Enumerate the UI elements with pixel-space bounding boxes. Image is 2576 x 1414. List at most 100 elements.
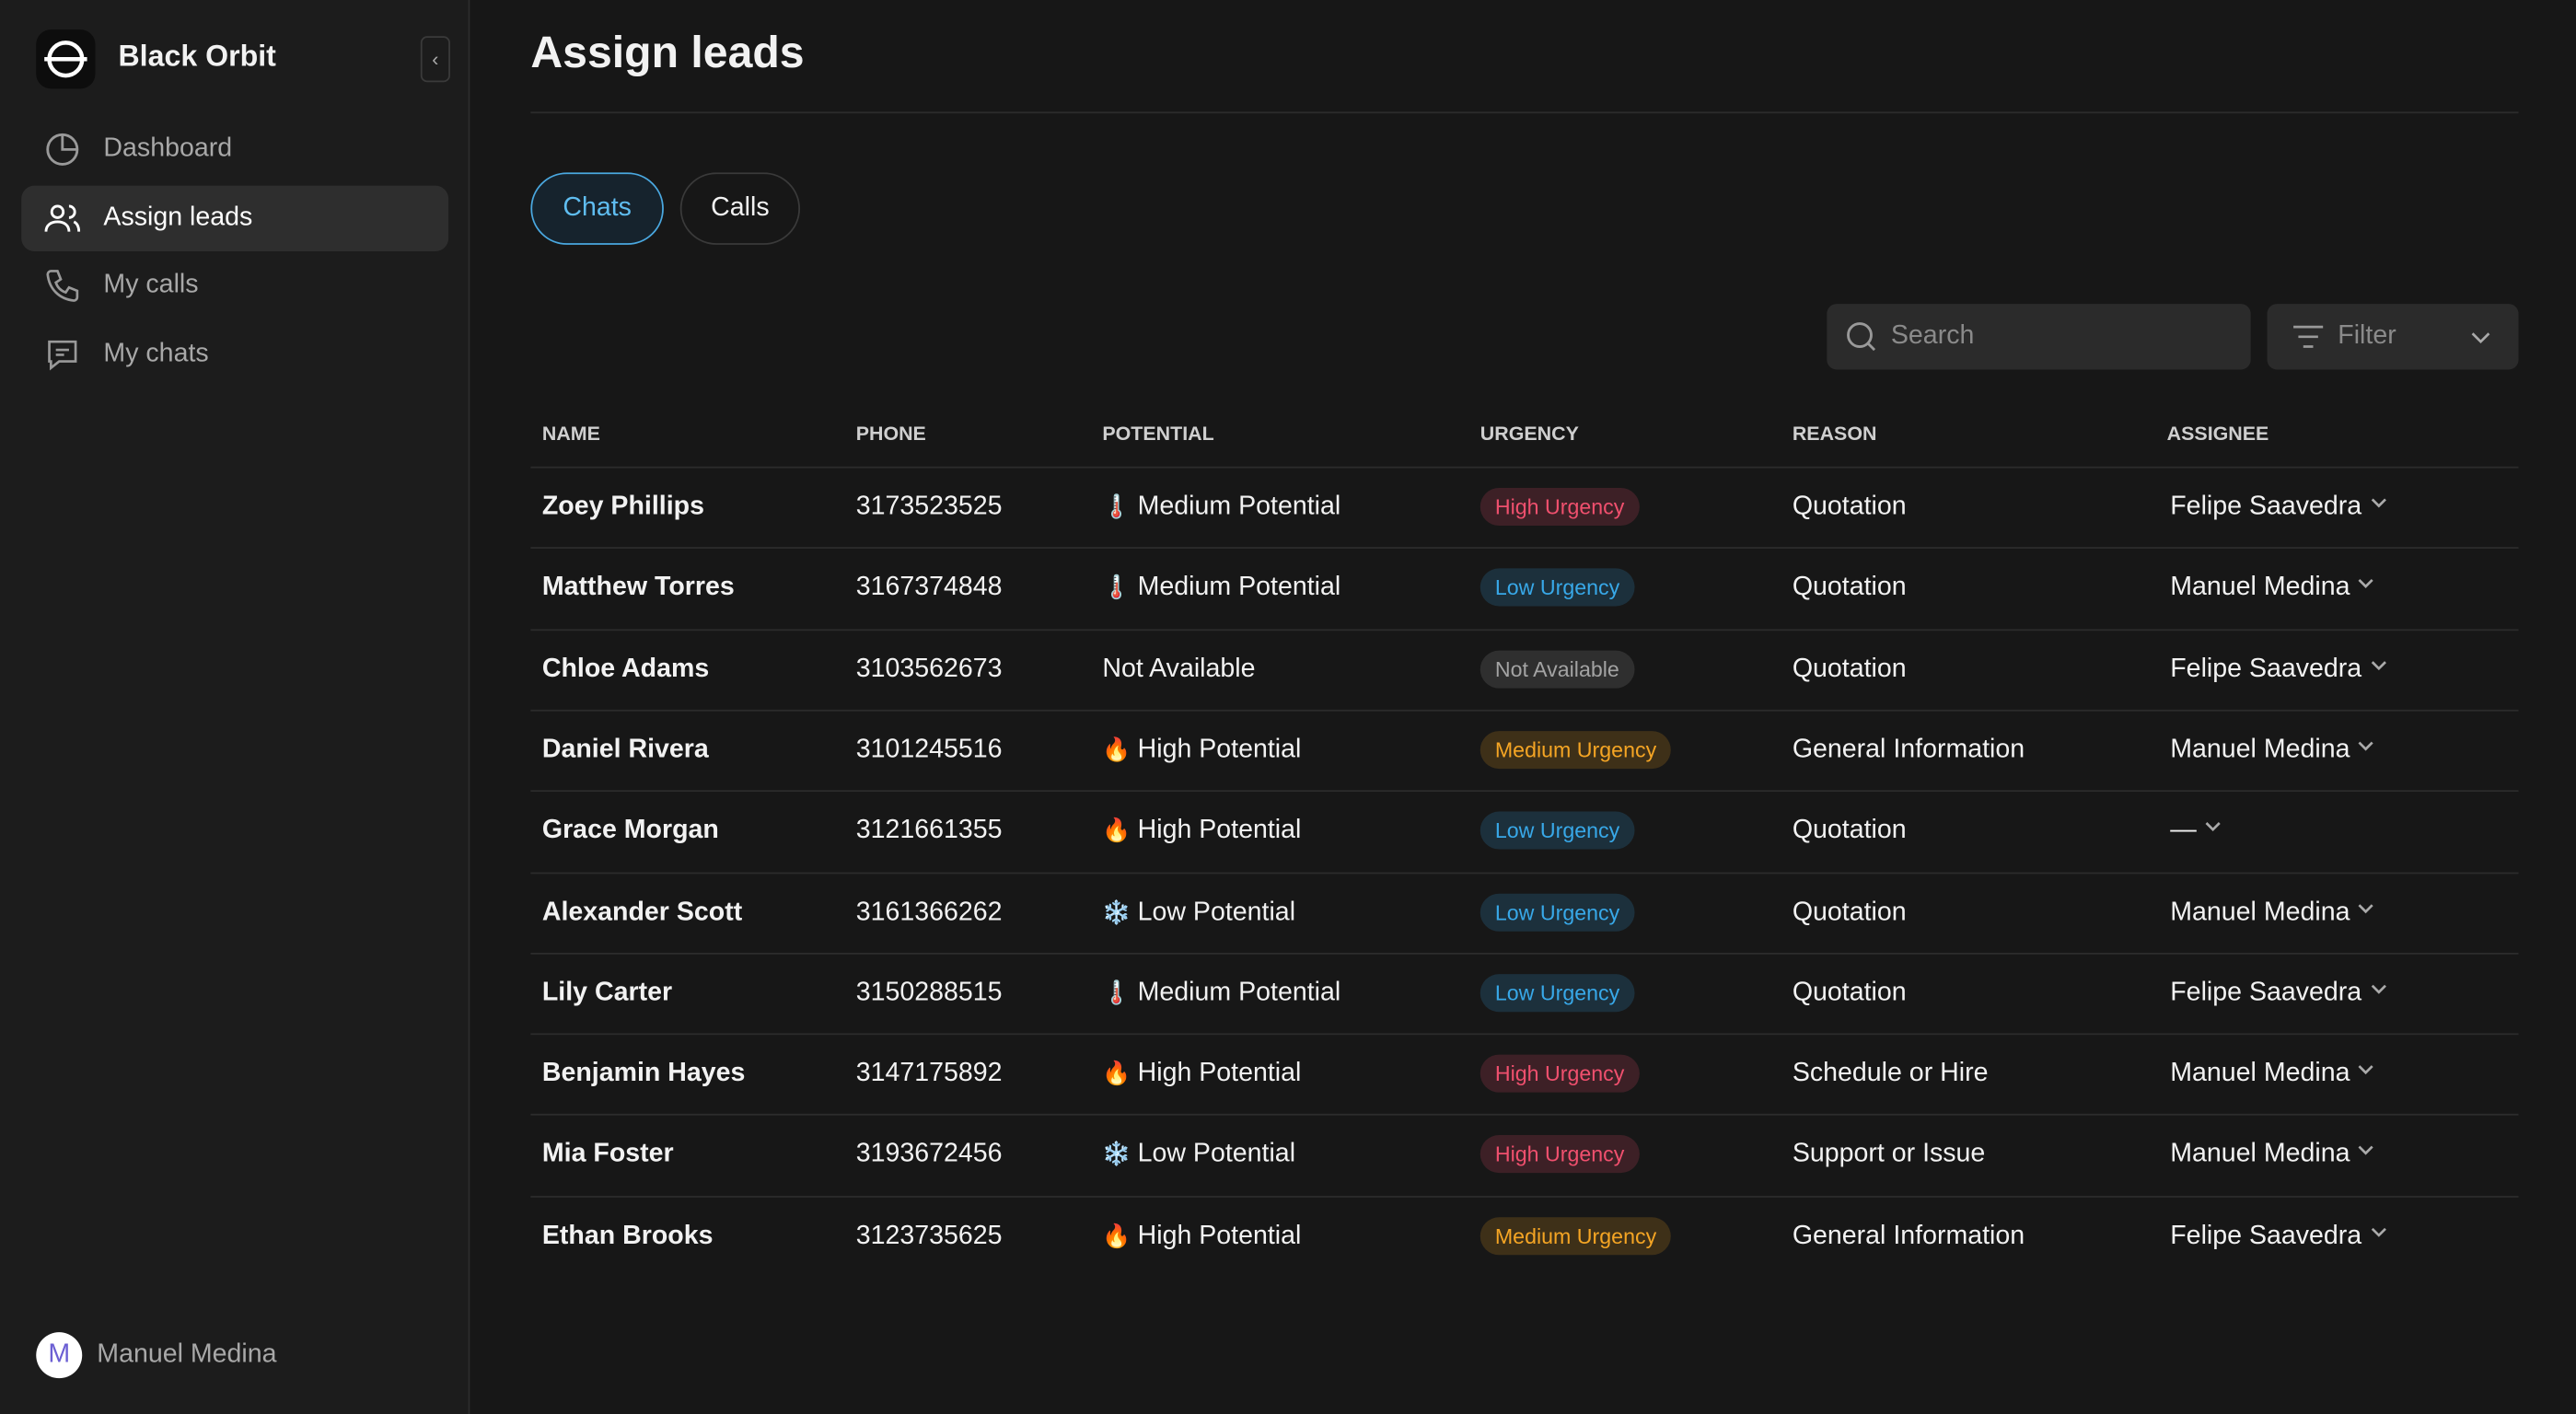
filter-dropdown[interactable]: Filter [2267, 304, 2519, 370]
chevron [2359, 741, 2374, 751]
potential-icon: 🌡️ [1102, 979, 1131, 1005]
nav-label: My chats [103, 339, 209, 367]
column-header: URGENCY [1479, 422, 1579, 446]
phone: 3101245516 [855, 736, 1003, 764]
potential-icon: 🌡️ [1102, 493, 1131, 519]
urgency-badge: Low Urgency [1479, 973, 1635, 1012]
reason: Support or Issue [1792, 1141, 1986, 1169]
table-row: Benjamin Hayes 3147175892 🔥 High Potential H… [530, 1033, 2519, 1114]
urgency-badge: Medium Urgency [1479, 1216, 1672, 1255]
assignee-name: — [2170, 817, 2197, 845]
potential: ❄️ Low Potential [1102, 1141, 1295, 1170]
reason: Quotation [1792, 493, 1907, 521]
page-title: Assign leads [530, 28, 805, 77]
assignee-dropdown[interactable]: Manuel Medina [2170, 898, 2379, 927]
lead-name: Zoey Phillips [541, 493, 704, 521]
reason: Quotation [1792, 898, 1907, 926]
table-row: Ethan Brooks 3123735625 🔥 High Potential Med… [530, 1195, 2519, 1276]
nav-item[interactable]: Assign leads [21, 184, 449, 251]
chevron [2359, 1065, 2374, 1075]
lead-name: Lily Carter [541, 979, 673, 1007]
brand: Black Orbit [118, 39, 276, 73]
potential: 🔥 High Potential [1102, 1060, 1301, 1089]
nav-label: Dashboard [103, 134, 233, 163]
lead-name: Mia Foster [541, 1141, 674, 1169]
urgency-badge: High Urgency [1479, 487, 1640, 527]
potential: 🔥 High Potential [1102, 817, 1301, 846]
tab[interactable]: Calls [679, 172, 801, 245]
assignee-dropdown[interactable]: Felipe Saavedra [2170, 979, 2391, 1008]
tab[interactable]: Chats [530, 172, 664, 245]
potential-label: Medium Potential [1137, 979, 1341, 1007]
phone: 3193672456 [855, 1141, 1003, 1169]
potential-icon: ❄️ [1102, 898, 1131, 924]
potential-icon: ❄️ [1102, 1141, 1131, 1167]
nav-item[interactable]: My calls [21, 253, 448, 319]
table-row: Zoey Phillips 3173523525 🌡️ Medium Potentia… [530, 466, 2519, 547]
lead-name: Grace Morgan [541, 817, 719, 845]
lead-name: Ethan Brooks [541, 1222, 714, 1250]
assignee-name: Manuel Medina [2170, 898, 2350, 926]
assignee-dropdown[interactable]: Manuel Medina [2170, 1060, 2379, 1089]
assignee-dropdown[interactable]: Felipe Saavedra [2170, 1222, 2391, 1251]
potential-icon: 🔥 [1102, 1222, 1131, 1248]
reason: Quotation [1792, 979, 1907, 1007]
nav-icon [44, 203, 81, 231]
search-box[interactable]: Search [1827, 304, 2251, 370]
potential: ❄️ Low Potential [1102, 898, 1295, 927]
nav-item[interactable]: My chats [21, 321, 448, 387]
assignee-name: Felipe Saavedra [2170, 655, 2362, 683]
nav-icon [46, 270, 79, 302]
chevron [2370, 1227, 2386, 1237]
lead-name: Daniel Rivera [541, 736, 709, 764]
potential: 🌡️ Medium Potential [1102, 574, 1340, 603]
assignee-dropdown[interactable]: — [2170, 817, 2226, 846]
lead-name: Benjamin Hayes [541, 1060, 746, 1088]
search-placeholder: Search [1890, 321, 1975, 351]
potential-icon: 🔥 [1102, 1060, 1131, 1086]
assignee-dropdown[interactable]: Felipe Saavedra [2170, 493, 2391, 522]
assignee-name: Manuel Medina [2170, 1060, 2350, 1088]
column-header: ASSIGNEE [2166, 422, 2269, 446]
potential: Not Available [1102, 655, 1255, 684]
table-row: Chloe Adams 3103562673 Not Available Not Av… [530, 628, 2519, 709]
urgency-badge: Low Urgency [1479, 892, 1635, 931]
lead-name: Chloe Adams [541, 655, 710, 683]
phone: 3161366262 [855, 898, 1003, 926]
potential-label: Medium Potential [1137, 493, 1341, 521]
assignee-name: Felipe Saavedra [2170, 493, 2362, 521]
table-row: Daniel Rivera 3101245516 🔥 High Potential Me… [530, 709, 2519, 790]
nav-item[interactable]: Dashboard [21, 117, 448, 182]
chevron [2370, 984, 2386, 994]
nav-label: Assign leads [103, 203, 253, 231]
assignee-dropdown[interactable]: Manuel Medina [2170, 1141, 2379, 1170]
reason: Schedule or Hire [1792, 1060, 1989, 1088]
chevron [2205, 822, 2221, 832]
nav-label: My calls [103, 271, 199, 299]
phone: 3103562673 [855, 655, 1003, 683]
column-header: POTENTIAL [1102, 422, 1214, 446]
potential-label: High Potential [1137, 1222, 1302, 1250]
table-row: Grace Morgan 3121661355 🔥 High Potential Low… [530, 790, 2519, 871]
phone: 3121661355 [855, 817, 1003, 845]
column-header: REASON [1792, 422, 1877, 446]
reason: General Information [1792, 1222, 2025, 1250]
potential-label: Not Available [1102, 655, 1256, 683]
urgency-badge: Low Urgency [1479, 811, 1635, 850]
reason: Quotation [1792, 574, 1907, 602]
assignee-dropdown[interactable]: Felipe Saavedra [2170, 655, 2391, 684]
urgency-badge: Low Urgency [1479, 568, 1635, 607]
reason: Quotation [1792, 655, 1907, 683]
table-row: Matthew Torres 3167374848 🌡️ Medium Potenti… [530, 547, 2519, 628]
nav-icon [48, 339, 77, 370]
potential: 🔥 High Potential [1102, 736, 1301, 765]
lead-name: Matthew Torres [541, 574, 735, 602]
collapse-button[interactable]: ‹ [420, 36, 450, 83]
assignee-dropdown[interactable]: Manuel Medina [2170, 736, 2379, 765]
assignee-dropdown[interactable]: Manuel Medina [2170, 574, 2379, 603]
potential: 🔥 High Potential [1102, 1222, 1301, 1251]
chevron [2359, 1146, 2374, 1156]
chevron [2370, 660, 2386, 670]
potential-icon: 🔥 [1102, 736, 1131, 762]
phone: 3147175892 [855, 1060, 1003, 1088]
